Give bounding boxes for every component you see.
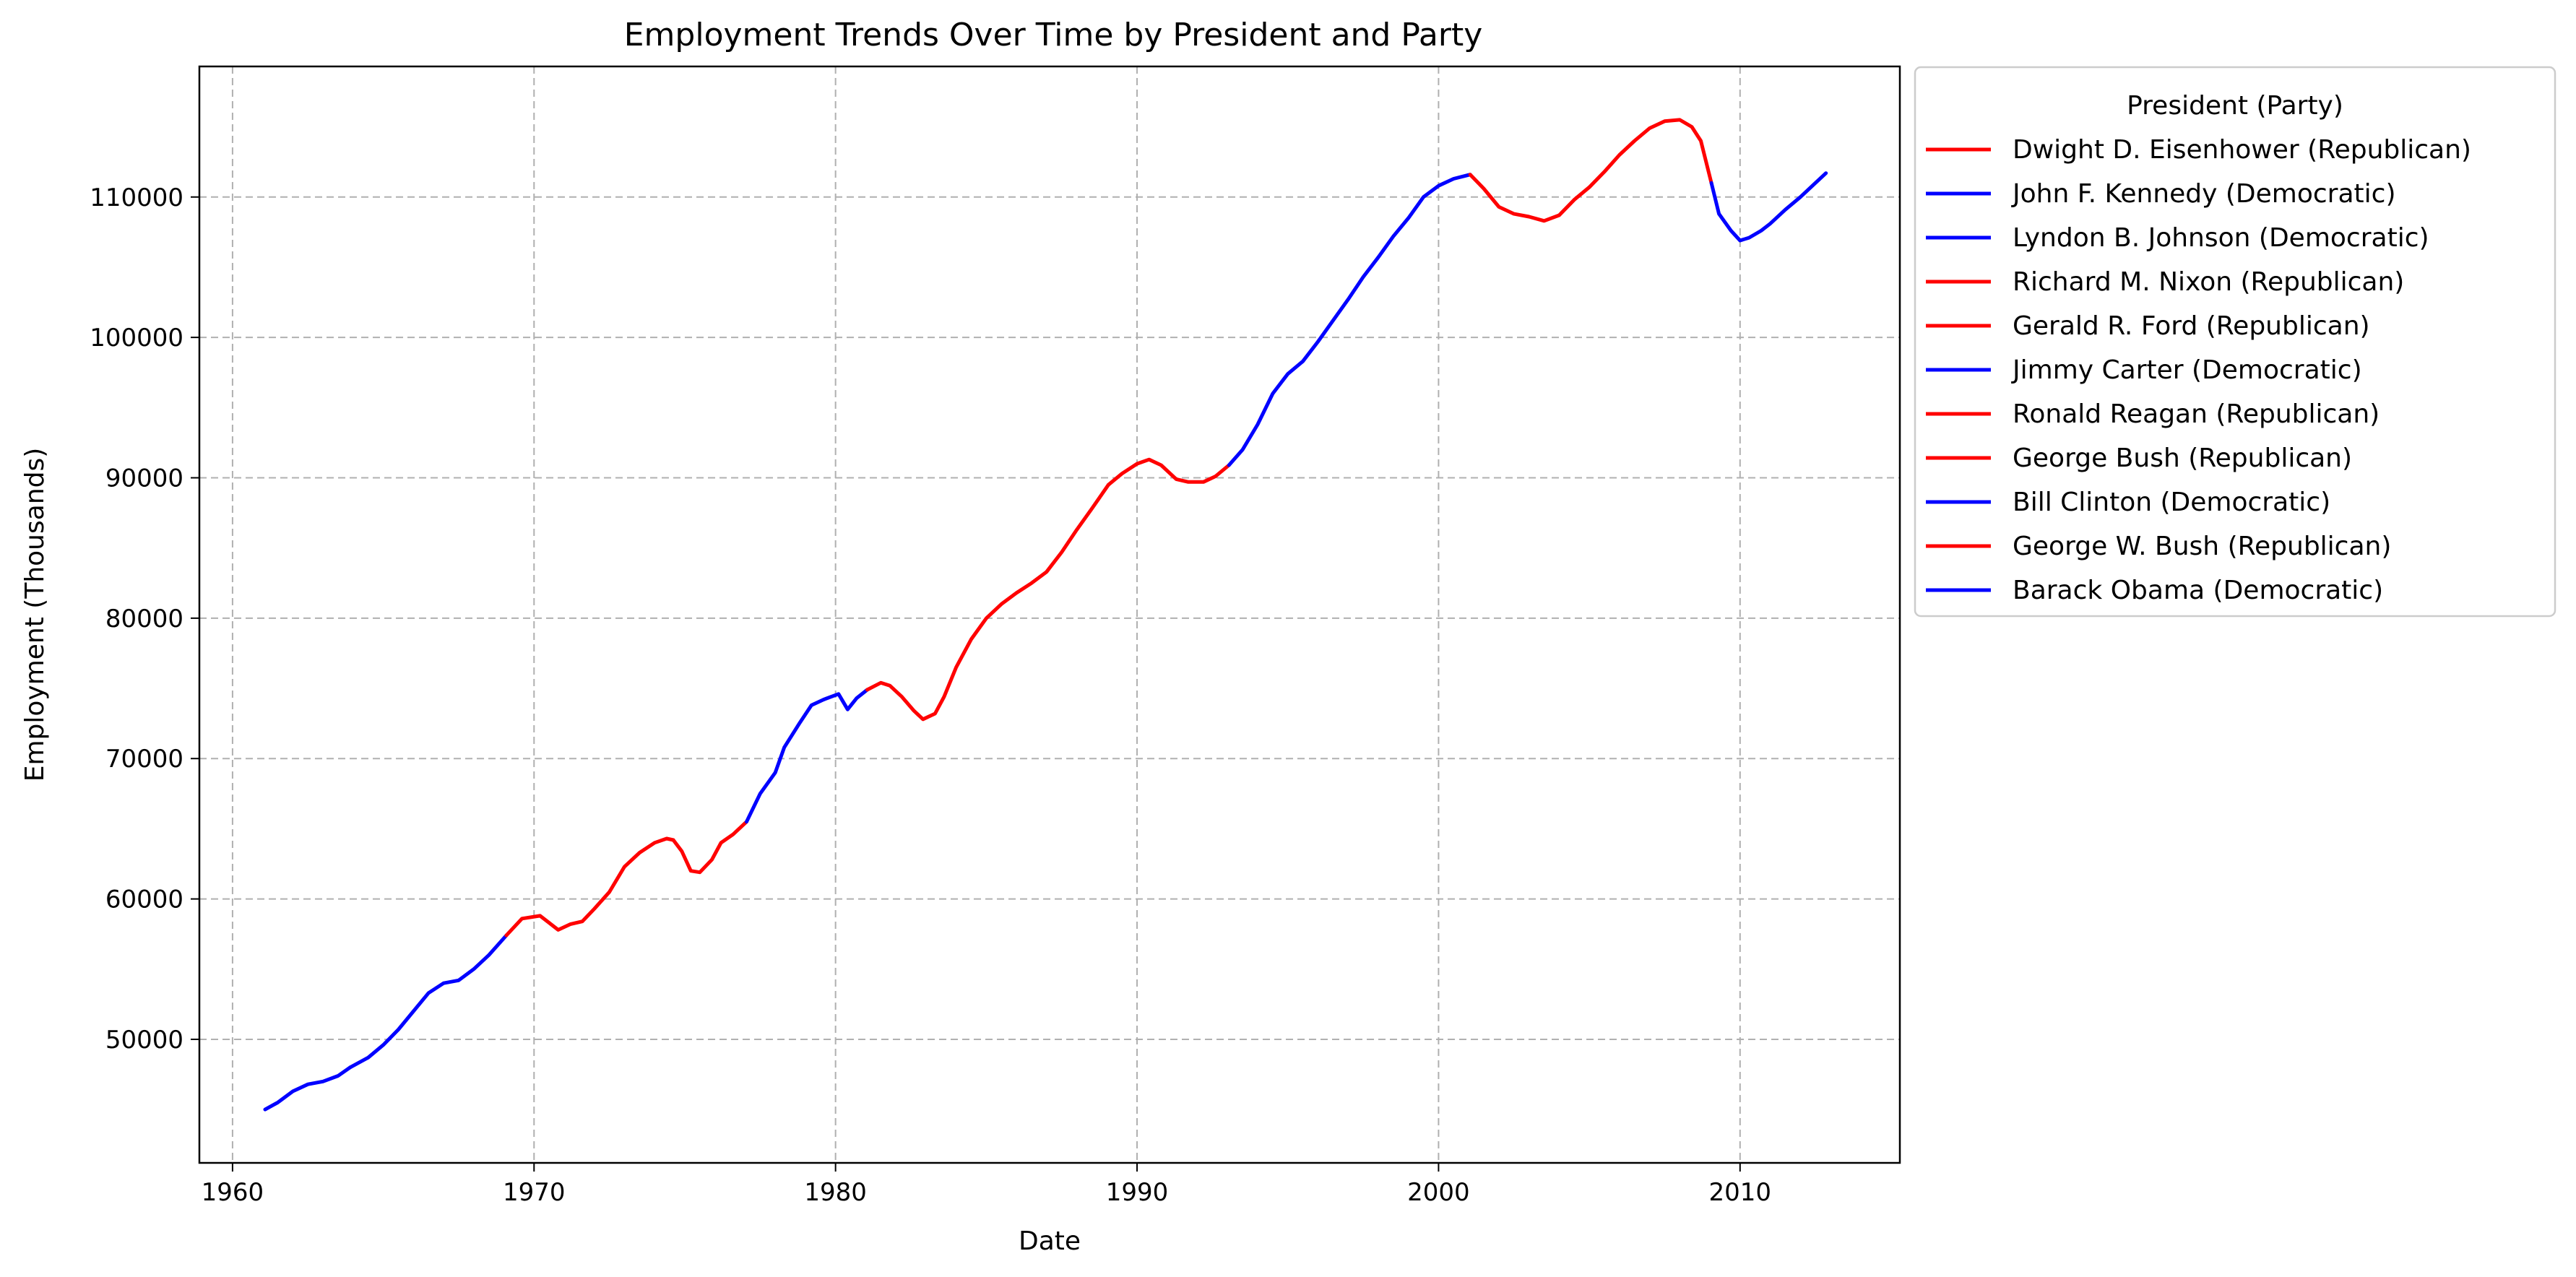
y-tick-label: 80000 (105, 605, 183, 633)
y-tick-label: 70000 (105, 745, 183, 774)
y-tick-label: 60000 (105, 886, 183, 914)
y-tick-label: 50000 (105, 1026, 183, 1055)
legend-entry-label: Lyndon B. Johnson (Democratic) (2013, 223, 2429, 253)
legend-title: President (Party) (2127, 91, 2343, 121)
series-line-ronald-reagan (865, 482, 1110, 722)
legend-entry-label: John F. Kennedy (Democratic) (2011, 179, 2396, 209)
x-tick-label: 2000 (1407, 1178, 1470, 1207)
plot-area-frame (198, 65, 1901, 1164)
y-tick-label: 90000 (105, 464, 183, 493)
series-line-gerald-r-ford (671, 820, 748, 875)
y-tick-label: 100000 (90, 324, 183, 352)
grid (199, 66, 1900, 1163)
series-line-barack-obama (1709, 171, 1828, 243)
x-tick-label: 2010 (1709, 1178, 1772, 1207)
x-tick-label: 1990 (1106, 1178, 1169, 1207)
legend-entry-label: Bill Clinton (Democratic) (2013, 488, 2330, 517)
y-tick-label: 110000 (90, 183, 183, 212)
series-line-john-f-kennedy (263, 1065, 353, 1112)
legend-entry-label: George W. Bush (Republican) (2013, 532, 2391, 561)
legend-entry-label: Dwight D. Eisenhower (Republican) (2013, 135, 2471, 165)
x-tick-label: 1970 (503, 1178, 566, 1207)
series-lines (263, 118, 1828, 1112)
series-line-richard-m-nixon (504, 836, 675, 938)
x-axis: 1960 1970 1980 1990 2000 2010 (202, 1163, 1771, 1207)
series-line-bill-clinton (1227, 173, 1472, 467)
y-axis: 50000 60000 70000 80000 90000 100000 110000 (90, 183, 199, 1055)
x-axis-label: Date (1019, 1226, 1081, 1256)
chart-title: Employment Trends Over Time by President… (624, 17, 1483, 53)
legend-entry-label: Barack Obama (Democratic) (2013, 576, 2383, 605)
x-tick-label: 1960 (202, 1178, 264, 1207)
legend-entry-label: Jimmy Carter (Democratic) (2011, 355, 2362, 385)
legend-entry-label: Richard M. Nixon (Republican) (2013, 267, 2404, 297)
legend-entry-label: Ronald Reagan (Republican) (2013, 399, 2380, 429)
legend-entry-label: George Bush (Republican) (2013, 443, 2352, 473)
legend-entry-label: Gerald R. Ford (Republican) (2013, 311, 2370, 341)
series-line-george-bush (1106, 457, 1231, 487)
series-line-lyndon-b-johnson (348, 933, 509, 1070)
x-tick-label: 1980 (804, 1178, 867, 1207)
series-line-george-w-bush (1468, 118, 1713, 223)
legend-box (1914, 66, 2556, 618)
y-axis-label: Employment (Thousands) (20, 448, 50, 782)
legend: President (Party) Dwight D. Eisenhower (… (1914, 66, 2556, 618)
series-line-jimmy-carter (745, 688, 869, 824)
